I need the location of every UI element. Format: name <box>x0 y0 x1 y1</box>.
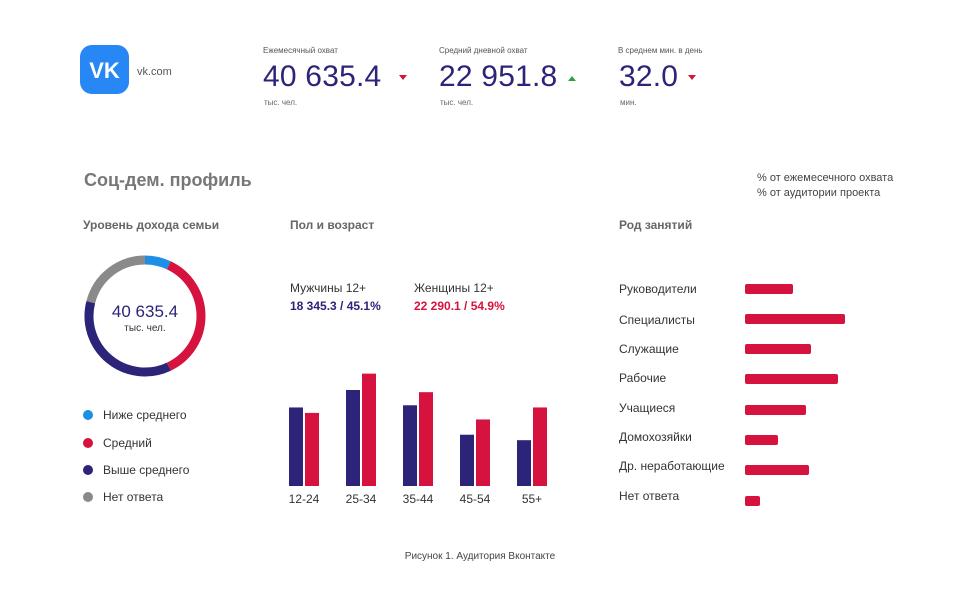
stat-daily-reach: Средний дневной охват 22 951.8 тыс. чел. <box>439 46 609 108</box>
bar-male <box>403 405 417 486</box>
occupation-bar <box>745 374 838 384</box>
occupation-bar <box>745 344 811 354</box>
trend-down-icon <box>399 75 407 80</box>
bar-female <box>476 419 490 486</box>
age-tick-label: 12-24 <box>289 492 320 506</box>
gender-age-title: Пол и возраст <box>290 218 375 232</box>
legend-dot-icon <box>83 492 93 502</box>
donut-center-value: 40 635.4 <box>111 302 179 321</box>
legend-dot-icon <box>83 438 93 448</box>
donut-slice <box>166 261 206 371</box>
occupation-label: Домохозяйки <box>619 430 692 444</box>
stat-value: 22 951.8 <box>439 60 558 93</box>
trend-up-icon <box>568 76 576 81</box>
brand-name: vk.com <box>137 66 172 78</box>
bar-male <box>346 390 360 486</box>
vk-logo-icon: VK <box>80 45 129 94</box>
stat-label: В среднем мин. в день <box>618 46 703 55</box>
section-title: Соц-дем. профиль <box>84 170 252 190</box>
male-value: 18 345.3 / 45.1% <box>290 299 381 313</box>
female-label: Женщины 12+ <box>414 281 494 295</box>
stat-unit: тыс. чел. <box>440 98 474 107</box>
stat-value: 32.0 <box>619 60 679 93</box>
donut-slice <box>86 255 146 304</box>
bar-female <box>362 373 376 486</box>
legend-note-monthly: % от ежемесечного охвата <box>757 172 894 184</box>
occupation-label: Служащие <box>619 342 679 356</box>
stat-value: 40 635.4 <box>263 60 382 93</box>
stat-monthly-reach: Ежемесячный охват 40 635.4 тыс. чел. <box>263 46 433 108</box>
bar-female <box>419 392 433 486</box>
bar-female <box>533 407 547 486</box>
bar-male <box>517 440 531 486</box>
occupation-bar <box>745 314 845 324</box>
bar-female <box>305 412 319 486</box>
age-tick-label: 35-44 <box>403 492 434 506</box>
stat-unit: мин. <box>620 98 637 107</box>
bar-male <box>460 434 474 486</box>
trend-down-icon <box>688 75 696 80</box>
legend-dot-icon <box>83 465 93 475</box>
occupation-label: Др. неработающие <box>619 459 725 473</box>
income-donut-chart <box>84 255 206 377</box>
occupation-bar <box>745 435 778 445</box>
gender-age-bar-chart: 12-24 25-34 35-44 45-54 55+ <box>289 373 547 506</box>
vk-logo-glyph: VK <box>89 58 120 83</box>
male-label: Мужчины 12+ <box>290 281 367 295</box>
svg-text:VK: VK <box>89 58 120 83</box>
occupation-label: Специалисты <box>619 313 695 327</box>
stat-label: Ежемесячный охват <box>263 46 338 55</box>
stat-unit: тыс. чел. <box>264 98 298 107</box>
occupation-label: Рабочие <box>619 371 667 385</box>
legend-label: Ниже среднего <box>103 408 187 422</box>
female-value: 22 290.1 / 54.9% <box>414 299 505 313</box>
stat-minutes-per-day: В среднем мин. в день 32.0 мин. <box>618 46 768 108</box>
age-tick-label: 45-54 <box>460 492 491 506</box>
occupation-title: Род занятий <box>619 218 693 232</box>
occupation-bar <box>745 496 760 506</box>
bar-male <box>289 407 303 486</box>
income-title: Уровень дохода семьи <box>83 218 220 232</box>
legend-note-project: % от аудитории проекта <box>757 187 881 199</box>
occupation-bar <box>745 465 809 475</box>
occupation-label: Учащиеся <box>619 401 676 415</box>
occupation-bar <box>745 405 806 415</box>
occupation-bar <box>745 284 793 294</box>
donut-slice <box>84 300 171 377</box>
donut-slice <box>144 255 171 270</box>
legend-label: Нет ответа <box>103 490 164 504</box>
age-tick-label: 25-34 <box>346 492 377 506</box>
occupation-label: Нет ответа <box>619 489 680 503</box>
age-tick-label: 55+ <box>522 492 542 506</box>
figure-caption: Рисунок 1. Аудитория Вконтакте <box>404 551 556 562</box>
donut-center-unit: тыс. чел. <box>124 323 166 334</box>
legend-label: Средний <box>103 436 152 450</box>
occupation-label: Руководители <box>619 282 697 296</box>
legend-dot-icon <box>83 410 93 420</box>
legend-label: Выше среднего <box>103 463 190 477</box>
stat-label: Средний дневной охват <box>439 46 528 55</box>
